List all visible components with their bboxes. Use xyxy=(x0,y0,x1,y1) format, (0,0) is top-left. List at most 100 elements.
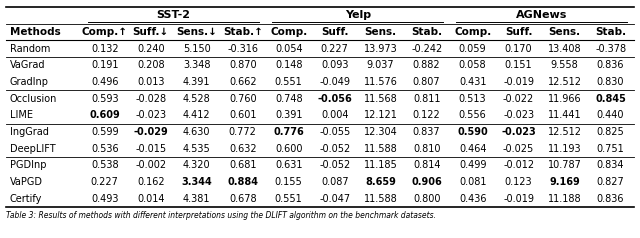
Text: 4.630: 4.630 xyxy=(183,127,211,137)
Text: Methods: Methods xyxy=(10,27,60,37)
Text: 0.391: 0.391 xyxy=(275,110,303,120)
Text: -0.049: -0.049 xyxy=(319,77,350,87)
Text: -0.028: -0.028 xyxy=(135,94,166,104)
Text: 0.191: 0.191 xyxy=(91,60,118,70)
Text: 0.431: 0.431 xyxy=(459,77,486,87)
Text: Suff.↓: Suff.↓ xyxy=(132,27,169,37)
Text: VaGrad: VaGrad xyxy=(10,60,45,70)
Text: 9.558: 9.558 xyxy=(551,60,579,70)
Text: -0.029: -0.029 xyxy=(133,127,168,137)
Text: 0.772: 0.772 xyxy=(228,127,257,137)
Text: -0.002: -0.002 xyxy=(135,160,166,170)
Text: 0.054: 0.054 xyxy=(275,44,303,54)
Text: 0.551: 0.551 xyxy=(275,77,303,87)
Text: 0.678: 0.678 xyxy=(229,194,257,204)
Text: 12.512: 12.512 xyxy=(548,127,582,137)
Text: 0.087: 0.087 xyxy=(321,177,349,187)
Text: 11.588: 11.588 xyxy=(364,144,397,154)
Text: -0.055: -0.055 xyxy=(319,127,350,137)
Text: 0.227: 0.227 xyxy=(321,44,349,54)
Text: 0.499: 0.499 xyxy=(459,160,486,170)
Text: 0.760: 0.760 xyxy=(229,94,257,104)
Text: -0.022: -0.022 xyxy=(503,94,534,104)
Text: 0.014: 0.014 xyxy=(137,194,164,204)
Text: 0.751: 0.751 xyxy=(596,144,625,154)
Text: 0.830: 0.830 xyxy=(597,77,625,87)
Text: 0.162: 0.162 xyxy=(137,177,164,187)
Text: -0.023: -0.023 xyxy=(503,110,534,120)
Text: 9.037: 9.037 xyxy=(367,60,394,70)
Text: 0.825: 0.825 xyxy=(596,127,625,137)
Text: 0.538: 0.538 xyxy=(91,160,118,170)
Text: 12.512: 12.512 xyxy=(548,77,582,87)
Text: -0.047: -0.047 xyxy=(319,194,350,204)
Text: GradInp: GradInp xyxy=(10,77,49,87)
Text: -0.012: -0.012 xyxy=(503,160,534,170)
Text: 0.155: 0.155 xyxy=(275,177,303,187)
Text: 0.837: 0.837 xyxy=(413,127,440,137)
Text: 0.906: 0.906 xyxy=(412,177,442,187)
Text: 0.440: 0.440 xyxy=(597,110,625,120)
Text: 0.059: 0.059 xyxy=(459,44,486,54)
Text: 0.593: 0.593 xyxy=(91,94,118,104)
Text: Sens.↓: Sens.↓ xyxy=(176,27,217,37)
Text: 0.081: 0.081 xyxy=(459,177,486,187)
Text: 0.227: 0.227 xyxy=(91,177,118,187)
Text: Stab.: Stab. xyxy=(595,27,626,37)
Text: 4.391: 4.391 xyxy=(183,77,211,87)
Text: 0.536: 0.536 xyxy=(91,144,118,154)
Text: 0.436: 0.436 xyxy=(459,194,486,204)
Text: -0.056: -0.056 xyxy=(317,94,352,104)
Text: 0.811: 0.811 xyxy=(413,94,440,104)
Text: 0.632: 0.632 xyxy=(229,144,257,154)
Text: 0.601: 0.601 xyxy=(229,110,257,120)
Text: 11.568: 11.568 xyxy=(364,94,397,104)
Text: 0.132: 0.132 xyxy=(91,44,118,54)
Text: 13.973: 13.973 xyxy=(364,44,397,54)
Text: 4.320: 4.320 xyxy=(183,160,211,170)
Text: 0.662: 0.662 xyxy=(229,77,257,87)
Text: -0.242: -0.242 xyxy=(411,44,442,54)
Text: 0.590: 0.590 xyxy=(457,127,488,137)
Text: 0.807: 0.807 xyxy=(413,77,440,87)
Text: 10.787: 10.787 xyxy=(548,160,582,170)
Text: 11.188: 11.188 xyxy=(548,194,581,204)
Text: 0.093: 0.093 xyxy=(321,60,348,70)
Text: 0.123: 0.123 xyxy=(505,177,532,187)
Text: 5.150: 5.150 xyxy=(183,44,211,54)
Text: 4.412: 4.412 xyxy=(183,110,211,120)
Text: 0.631: 0.631 xyxy=(275,160,303,170)
Text: 0.834: 0.834 xyxy=(597,160,625,170)
Text: -0.019: -0.019 xyxy=(503,77,534,87)
Text: 0.681: 0.681 xyxy=(229,160,257,170)
Text: Suff.: Suff. xyxy=(321,27,348,37)
Text: -0.025: -0.025 xyxy=(503,144,534,154)
Text: 0.870: 0.870 xyxy=(229,60,257,70)
Text: 0.208: 0.208 xyxy=(137,60,164,70)
Text: 0.599: 0.599 xyxy=(91,127,118,137)
Text: 0.810: 0.810 xyxy=(413,144,440,154)
Text: LIME: LIME xyxy=(10,110,33,120)
Text: 0.004: 0.004 xyxy=(321,110,348,120)
Text: Yelp: Yelp xyxy=(344,10,371,20)
Text: 9.169: 9.169 xyxy=(549,177,580,187)
Text: 0.513: 0.513 xyxy=(459,94,486,104)
Text: IngGrad: IngGrad xyxy=(10,127,49,137)
Text: 0.013: 0.013 xyxy=(137,77,164,87)
Text: -0.019: -0.019 xyxy=(503,194,534,204)
Text: 0.151: 0.151 xyxy=(505,60,532,70)
Text: 11.193: 11.193 xyxy=(548,144,581,154)
Text: 0.609: 0.609 xyxy=(90,110,120,120)
Text: 11.966: 11.966 xyxy=(548,94,581,104)
Text: VaPGD: VaPGD xyxy=(10,177,43,187)
Text: 0.882: 0.882 xyxy=(413,60,440,70)
Text: 3.348: 3.348 xyxy=(183,60,211,70)
Text: Stab.↑: Stab.↑ xyxy=(223,27,262,37)
Text: 0.845: 0.845 xyxy=(595,94,626,104)
Text: 0.836: 0.836 xyxy=(597,194,625,204)
Text: Comp.↑: Comp.↑ xyxy=(82,27,128,37)
Text: AGNews: AGNews xyxy=(516,10,567,20)
Text: Comp.: Comp. xyxy=(270,27,307,37)
Text: Suff.: Suff. xyxy=(505,27,532,37)
Text: Random: Random xyxy=(10,44,50,54)
